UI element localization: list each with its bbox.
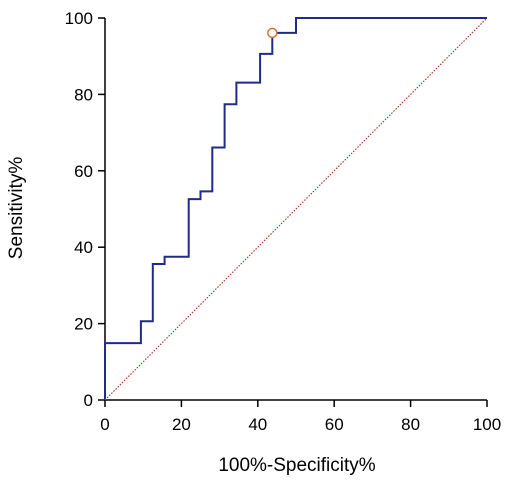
x-ticks: 0 20 40 60 80 100 [100, 400, 501, 434]
y-ticks: 0 20 40 60 80 100 [65, 9, 105, 410]
axes [104, 18, 487, 401]
y-axis-label: Sensitivity% [6, 157, 27, 260]
x-tick-label: 40 [248, 415, 267, 434]
series [104, 17, 488, 401]
x-tick-label: 60 [325, 415, 344, 434]
x-tick-label: 20 [172, 415, 191, 434]
y-tick-label: 0 [84, 391, 93, 410]
reference-diagonal-line [104, 17, 488, 401]
x-tick-label: 0 [100, 415, 109, 434]
y-tick-label: 60 [74, 162, 93, 181]
y-tick-label: 100 [65, 9, 93, 28]
x-axis-label: 100%-Specificity% [218, 455, 375, 476]
y-tick-label: 80 [74, 85, 93, 104]
x-tick-label: 100 [473, 415, 501, 434]
y-tick-label: 40 [74, 238, 93, 257]
roc-curve-line [104, 17, 487, 400]
x-tick-label: 80 [401, 415, 420, 434]
y-tick-label: 20 [74, 315, 93, 334]
cutoff-point-marker [267, 27, 278, 39]
